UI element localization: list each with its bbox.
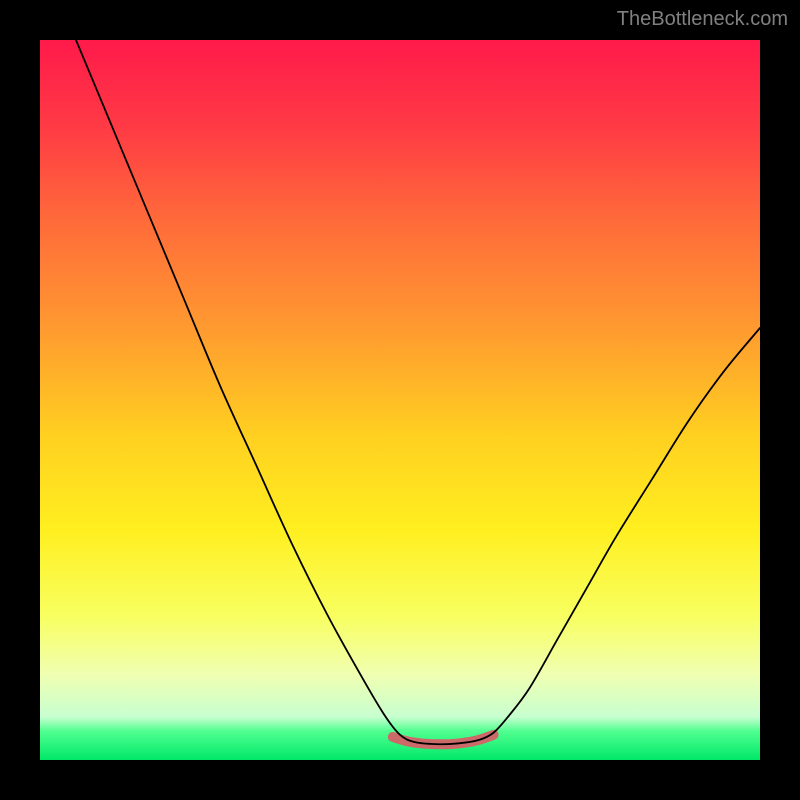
bottleneck-chart xyxy=(40,40,760,760)
chart-container xyxy=(40,40,760,760)
gradient-background xyxy=(40,40,760,760)
attribution-label: TheBottleneck.com xyxy=(617,8,788,31)
